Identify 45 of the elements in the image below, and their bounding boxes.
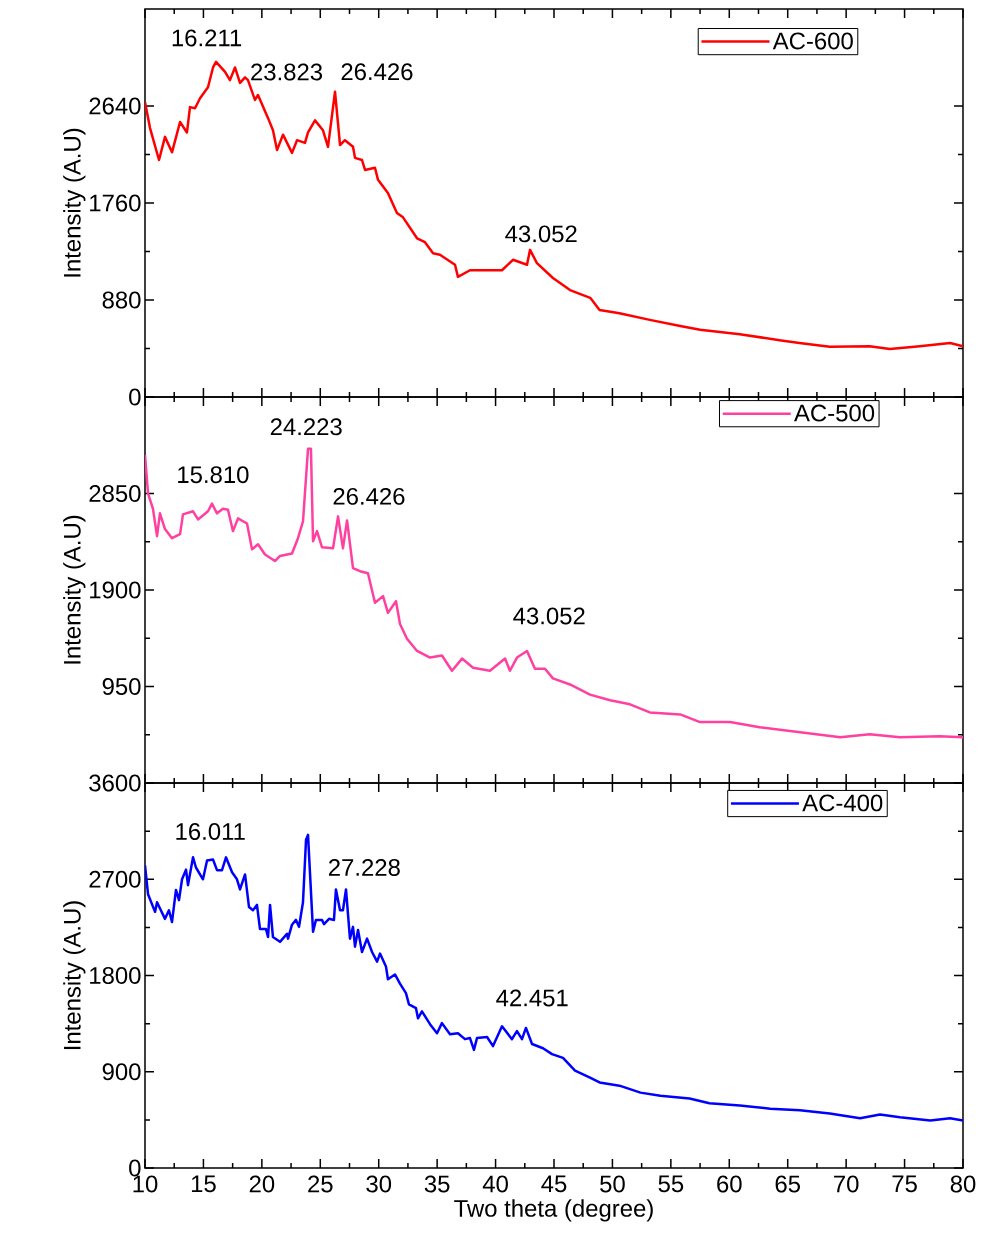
- y-tick-label: 950: [102, 678, 141, 695]
- annotation: 23.823: [251, 63, 323, 81]
- y-tick-label: 3600: [89, 774, 141, 792]
- y-tick-label: 2700: [89, 870, 141, 888]
- x-tick-label: 35: [424, 1175, 450, 1193]
- x-tick-label: 55: [658, 1175, 684, 1193]
- annotation: 16.211: [172, 29, 242, 47]
- y-tick-label: 1900: [90, 581, 141, 599]
- x-axis-title: Two theta (degree): [454, 1199, 653, 1222]
- annotation: 26.426: [333, 487, 405, 505]
- annotation: 16.011: [176, 823, 245, 840]
- y-tick-label: 880: [102, 291, 141, 309]
- x-tick-label: 70: [834, 1175, 859, 1193]
- legend-label: AC-500: [794, 404, 875, 422]
- y-tick-label: 1760: [90, 194, 141, 212]
- x-tick-label: 25: [308, 1175, 333, 1193]
- x-tick-label: 15: [191, 1175, 216, 1193]
- annotation: 24.223: [270, 418, 342, 436]
- x-tick-label: 10: [133, 1175, 158, 1193]
- annotation: 42.451: [496, 989, 568, 1007]
- y-tick-label: 0: [129, 1159, 141, 1177]
- legend-label: AC-400: [802, 794, 883, 812]
- legend-label: AC-600: [772, 32, 853, 50]
- x-tick-label: 45: [541, 1175, 567, 1193]
- y-tick-label: 2850: [89, 485, 141, 502]
- annotation: 43.052: [513, 607, 585, 625]
- y-tick-label: 1800: [90, 967, 141, 984]
- x-tick-label: 30: [366, 1175, 392, 1193]
- x-tick-label: 80: [950, 1175, 976, 1193]
- y-tick-label: 2640: [89, 97, 141, 115]
- y-axis-title: Intensity (A.U): [63, 901, 86, 1050]
- x-tick-label: 75: [892, 1175, 917, 1193]
- y-axis-title: Intensity (A.U): [63, 515, 86, 664]
- x-tick-label: 50: [600, 1175, 625, 1193]
- y-tick-label: 900: [102, 1063, 141, 1081]
- annotation: 43.052: [505, 225, 577, 243]
- x-tick-label: 60: [717, 1175, 742, 1193]
- x-tick-label: 20: [249, 1175, 275, 1193]
- y-tick-label: 0: [129, 388, 141, 406]
- annotation: 27.228: [328, 858, 400, 876]
- annotation: 26.426: [341, 63, 413, 81]
- x-tick-label: 40: [482, 1175, 508, 1193]
- x-tick-label: 65: [775, 1175, 801, 1193]
- annotation: 15.810: [178, 466, 249, 484]
- y-axis-title: Intensity (A.U): [63, 128, 86, 277]
